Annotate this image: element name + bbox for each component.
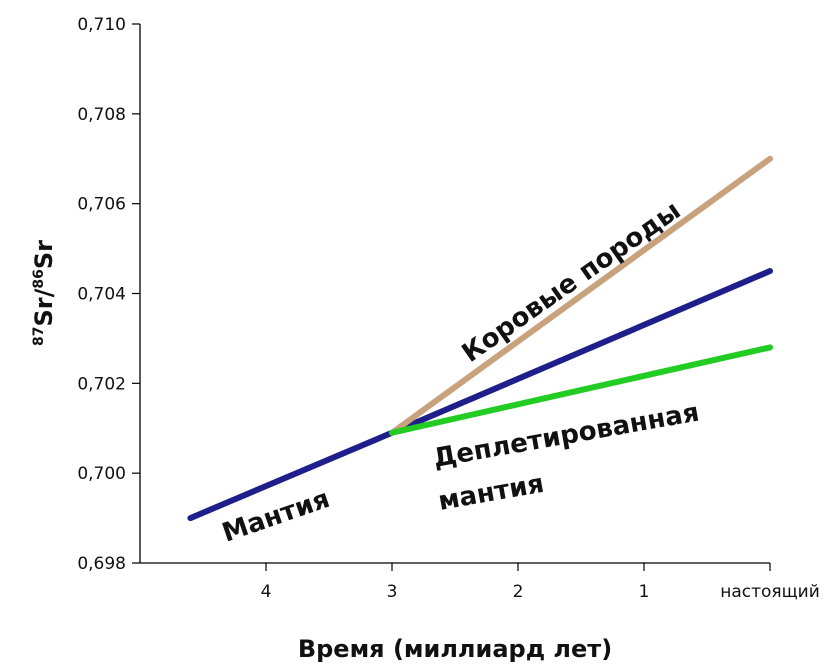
series-line-crust [389,155,773,436]
y-axis-label: 87Sr/86Sr [30,240,58,346]
y-tick-label: 0,710 [77,15,126,35]
y-tick-label: 0,708 [77,105,126,125]
x-tick-label: 4 [261,582,272,602]
y-tick-label: 0,706 [77,195,126,215]
y-label-sr2: Sr [30,240,58,269]
x-tick-label: 1 [639,582,650,602]
annotation-depleted-line1: Деплетированная [431,398,701,474]
annotation-depleted-line2: мантия [436,469,546,517]
y-label-isotope-87: 87 [31,327,47,346]
annotation-mantle: Мантия [219,484,334,549]
y-ticks: 0,698 0,700 0,702 0,704 0,706 0,708 0,710 [77,15,140,574]
x-ticks: 4 3 2 1 настоящий [261,563,820,602]
y-tick-label: 0,704 [77,285,126,305]
x-tick-label: настоящий [720,582,820,602]
y-label-sr1: Sr/ [30,288,58,326]
y-tick-label: 0,698 [77,554,126,574]
y-tick-label: 0,702 [77,374,126,394]
series-line-depleted [389,344,773,436]
x-tick-label: 2 [513,582,524,602]
y-label-isotope-86: 86 [31,269,47,288]
x-tick-label: 3 [387,582,398,602]
axes [139,24,770,564]
y-tick-label: 0,700 [77,464,126,484]
x-axis-label: Время (миллиард лет) [298,635,612,663]
annotation-crust: Коровые породы [457,196,686,369]
series-lines [187,155,773,522]
